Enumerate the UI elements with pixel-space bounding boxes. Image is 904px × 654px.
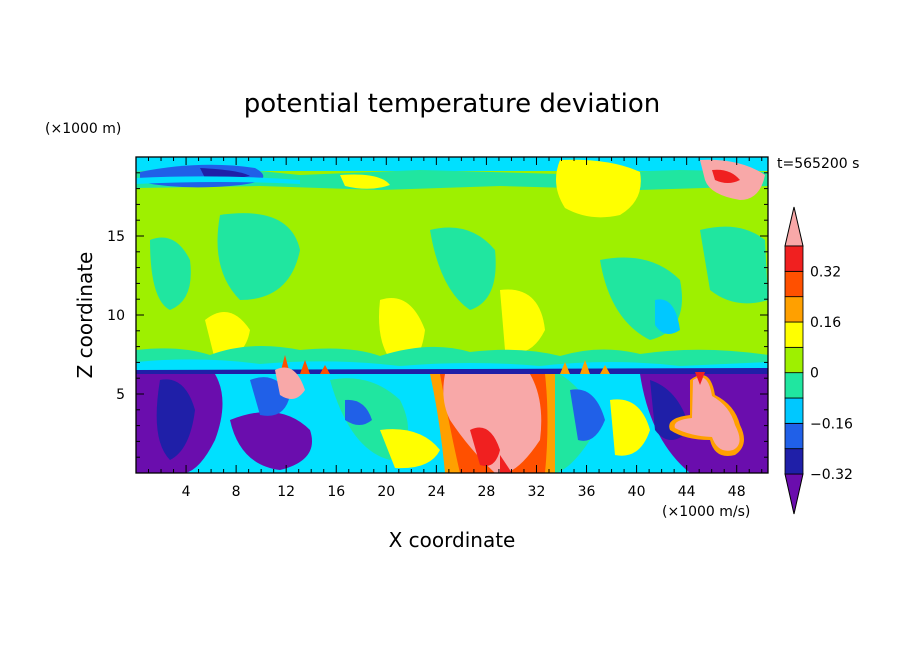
x-unit-label: (×1000 m/s) (662, 504, 750, 520)
x-tick-label: 48 (728, 484, 746, 500)
x-tick-label: 12 (277, 484, 295, 500)
colorbar-segment (784, 372, 804, 399)
colorbar-label: 0.16 (810, 315, 841, 331)
colorbar-label: 0 (810, 366, 819, 382)
right-cyan-patch (655, 299, 680, 334)
x-tick-label: 28 (478, 484, 496, 500)
central-warm-anomaly (443, 374, 542, 473)
x-tick-label: 16 (327, 484, 345, 500)
x-tick-label: 24 (427, 484, 445, 500)
central-red-core (470, 427, 500, 466)
colorbar: 0.32 0.16 0 −0.16 −0.32 (784, 206, 853, 515)
left-teal-patch (150, 237, 191, 310)
x-tick-label: 4 (182, 484, 191, 500)
lower-right-yellow (610, 399, 650, 456)
colorbar-segment (784, 422, 804, 450)
colorbar-max-triangle (784, 206, 804, 247)
top-cyan-streak (136, 176, 300, 184)
colorbar-segment (784, 448, 804, 475)
contour-field (136, 157, 768, 473)
y-axis-ticks: 5 10 15 (107, 172, 768, 458)
x-tick-label: 32 (528, 484, 546, 500)
y-tick-label: 5 (116, 387, 125, 403)
x-tick-label: 44 (678, 484, 696, 500)
plume-red-tip (695, 372, 705, 385)
colorbar-label: −0.32 (810, 467, 853, 483)
colorbar-segment (784, 296, 804, 323)
y-unit-label: (×1000 m) (45, 121, 121, 137)
colorbar-segment (784, 270, 804, 298)
y-tick-label: 10 (107, 308, 125, 324)
far-right-teal-patch (700, 226, 768, 304)
x-tick-label: 20 (377, 484, 395, 500)
mid-right-yellow-patch (500, 289, 545, 353)
top-right-red-patch (712, 169, 740, 183)
colorbar-label: −0.16 (810, 416, 853, 432)
x-tick-label: 8 (232, 484, 241, 500)
x-axis-label: X coordinate (389, 528, 516, 552)
colorbar-segment (784, 397, 804, 424)
top-mid-yellow (340, 174, 390, 189)
x-axis-ticks: 4 8 12 16 20 24 28 32 36 40 44 48 (148, 157, 763, 500)
colorbar-segment (784, 245, 804, 272)
colorbar-segment (784, 346, 804, 374)
colorbar-label: 0.32 (810, 264, 841, 280)
warm-plume (674, 377, 740, 451)
lower-yellow-blob (380, 429, 440, 469)
lower-right-blue (570, 389, 605, 441)
chart-title: potential temperature deviation (244, 89, 660, 119)
lower-mid-blue (345, 399, 372, 425)
convective-spikes (275, 355, 610, 399)
colorbar-min-triangle (784, 473, 804, 515)
central-red-base (500, 455, 512, 473)
colorbar-segment (784, 321, 804, 348)
mid-teal-patch (430, 227, 496, 310)
lower-purple-blob (230, 412, 312, 470)
y-axis-label: Z coordinate (73, 252, 97, 379)
y-tick-label: 15 (107, 229, 125, 245)
top-dark-blue-blob (200, 168, 250, 179)
time-label: t=565200 s (777, 156, 859, 172)
left-mid-teal-patch (217, 213, 300, 300)
x-tick-label: 40 (628, 484, 646, 500)
top-yellow-blob (556, 159, 641, 218)
x-tick-label: 36 (578, 484, 596, 500)
lower-left-dark-blue (156, 379, 195, 460)
